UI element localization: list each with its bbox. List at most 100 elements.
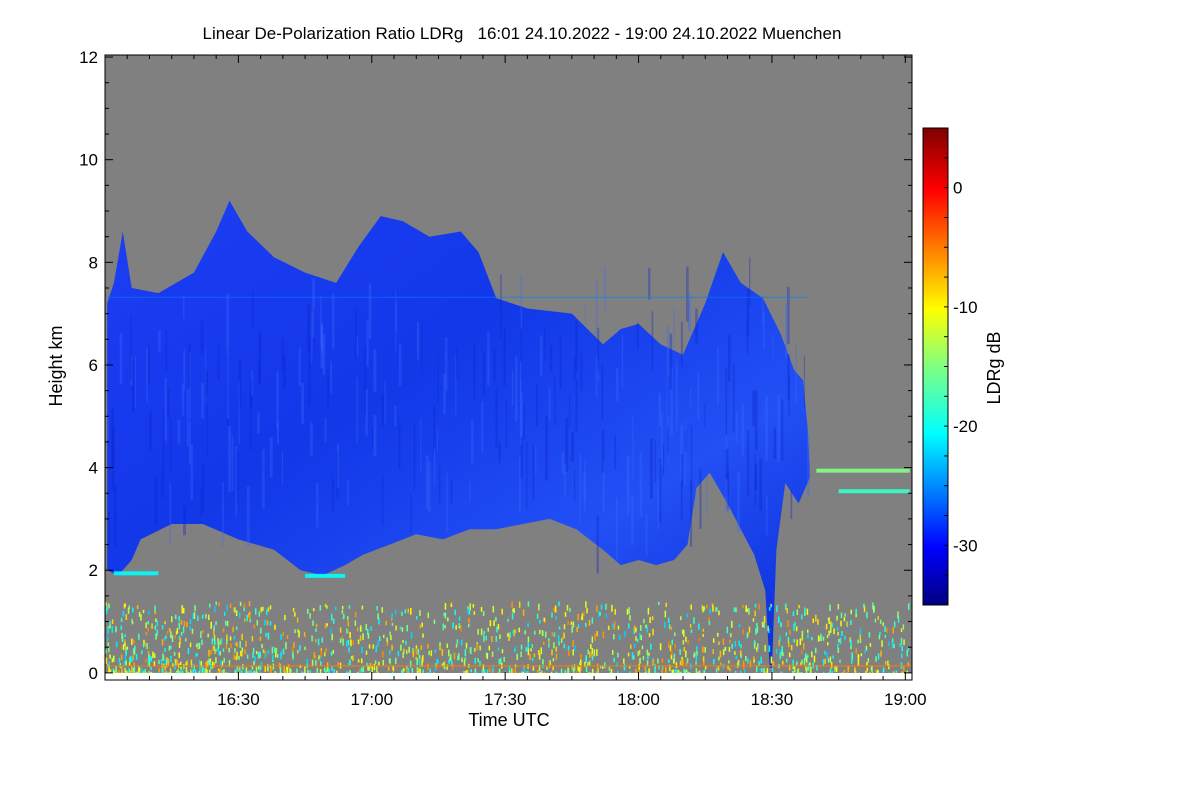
cloud-texture <box>258 330 262 384</box>
noise-pixel <box>266 608 268 615</box>
noise-pixel <box>234 670 237 673</box>
noise-pixel <box>170 670 172 673</box>
cloud-texture <box>777 395 780 463</box>
noise-pixel <box>684 670 686 673</box>
noise-pixel <box>416 658 418 666</box>
noise-pixel <box>215 657 217 664</box>
noise-pixel <box>185 638 187 642</box>
cloud-texture <box>790 490 793 520</box>
noise-pixel <box>742 604 744 608</box>
noise-pixel <box>245 640 247 647</box>
noise-pixel <box>218 668 221 673</box>
noise-pixel <box>814 672 817 673</box>
noise-pixel <box>806 608 809 615</box>
noise-pixel <box>683 646 685 652</box>
noise-pixel <box>123 603 126 609</box>
noise-pixel <box>468 623 470 628</box>
noise-pixel <box>118 672 120 673</box>
noise-pixel <box>551 632 554 637</box>
cloud-texture <box>398 422 401 470</box>
noise-pixel <box>599 665 602 669</box>
noise-pixel <box>303 632 306 637</box>
below-ground <box>105 673 912 680</box>
cloud-texture <box>373 414 377 457</box>
noise-pixel <box>628 665 631 669</box>
noise-pixel <box>130 665 133 672</box>
noise-pixel <box>208 649 210 657</box>
cloud-texture <box>726 434 728 459</box>
noise-pixel <box>498 658 501 665</box>
noise-pixel <box>734 640 737 647</box>
noise-pixel <box>297 629 299 633</box>
noise-pixel <box>857 660 860 667</box>
cloud-texture <box>395 302 398 330</box>
noise-pixel <box>315 660 317 666</box>
noise-pixel <box>108 670 111 673</box>
noise-pixel <box>346 628 348 634</box>
cloud-texture <box>765 395 768 461</box>
cloud-texture <box>759 458 763 511</box>
noise-pixel <box>133 639 135 644</box>
noise-pixel <box>171 616 173 623</box>
noise-pixel <box>580 659 582 666</box>
noise-pixel <box>247 670 250 673</box>
noise-pixel <box>644 671 646 673</box>
noise-pixel <box>801 659 803 665</box>
noise-pixel <box>121 645 123 650</box>
noise-pixel <box>143 672 145 673</box>
noise-pixel <box>496 672 499 673</box>
noise-pixel <box>551 612 553 618</box>
noise-pixel <box>479 645 481 651</box>
cloud-texture <box>354 309 357 360</box>
noise-pixel <box>385 620 388 626</box>
noise-pixel <box>553 642 555 649</box>
cloud-texture <box>487 331 490 386</box>
noise-pixel <box>124 642 126 647</box>
noise-pixel <box>246 614 248 622</box>
cloud-texture <box>667 415 669 462</box>
noise-pixel <box>613 657 615 663</box>
noise-pixel <box>460 625 462 632</box>
noise-pixel <box>345 640 348 647</box>
noise-pixel <box>722 649 725 656</box>
noise-pixel <box>124 639 126 643</box>
noise-pixel <box>150 656 153 662</box>
cloud-texture <box>324 418 327 442</box>
noise-pixel <box>851 658 853 664</box>
noise-pixel <box>214 640 216 646</box>
noise-pixel <box>826 634 829 638</box>
noise-pixel <box>144 668 147 673</box>
noise-pixel <box>900 637 903 645</box>
noise-pixel <box>757 643 759 650</box>
noise-pixel <box>197 615 199 621</box>
layer-feature <box>305 573 346 578</box>
noise-pixel <box>543 671 546 673</box>
noise-pixel <box>324 603 327 608</box>
noise-pixel <box>148 654 151 662</box>
noise-pixel <box>296 668 298 673</box>
noise-pixel <box>718 610 720 616</box>
noise-pixel <box>716 672 718 673</box>
noise-pixel <box>628 623 630 629</box>
noise-pixel <box>138 667 141 673</box>
cloud-texture <box>181 384 184 416</box>
surface-layer <box>105 665 912 667</box>
noise-pixel <box>341 636 344 643</box>
noise-pixel <box>137 669 140 673</box>
noise-pixel <box>843 617 846 622</box>
noise-pixel <box>253 672 256 673</box>
noise-pixel <box>180 632 183 636</box>
cloud-texture <box>158 330 161 352</box>
noise-pixel <box>164 665 166 671</box>
noise-pixel <box>480 606 483 612</box>
noise-pixel <box>548 640 550 646</box>
noise-pixel <box>800 650 803 654</box>
cloud-texture <box>130 315 132 381</box>
noise-pixel <box>775 648 778 654</box>
cloud-texture <box>648 268 651 300</box>
noise-pixel <box>254 608 257 615</box>
noise-pixel <box>685 636 687 642</box>
noise-pixel <box>320 650 322 657</box>
noise-pixel <box>738 640 741 647</box>
noise-pixel <box>123 672 126 673</box>
